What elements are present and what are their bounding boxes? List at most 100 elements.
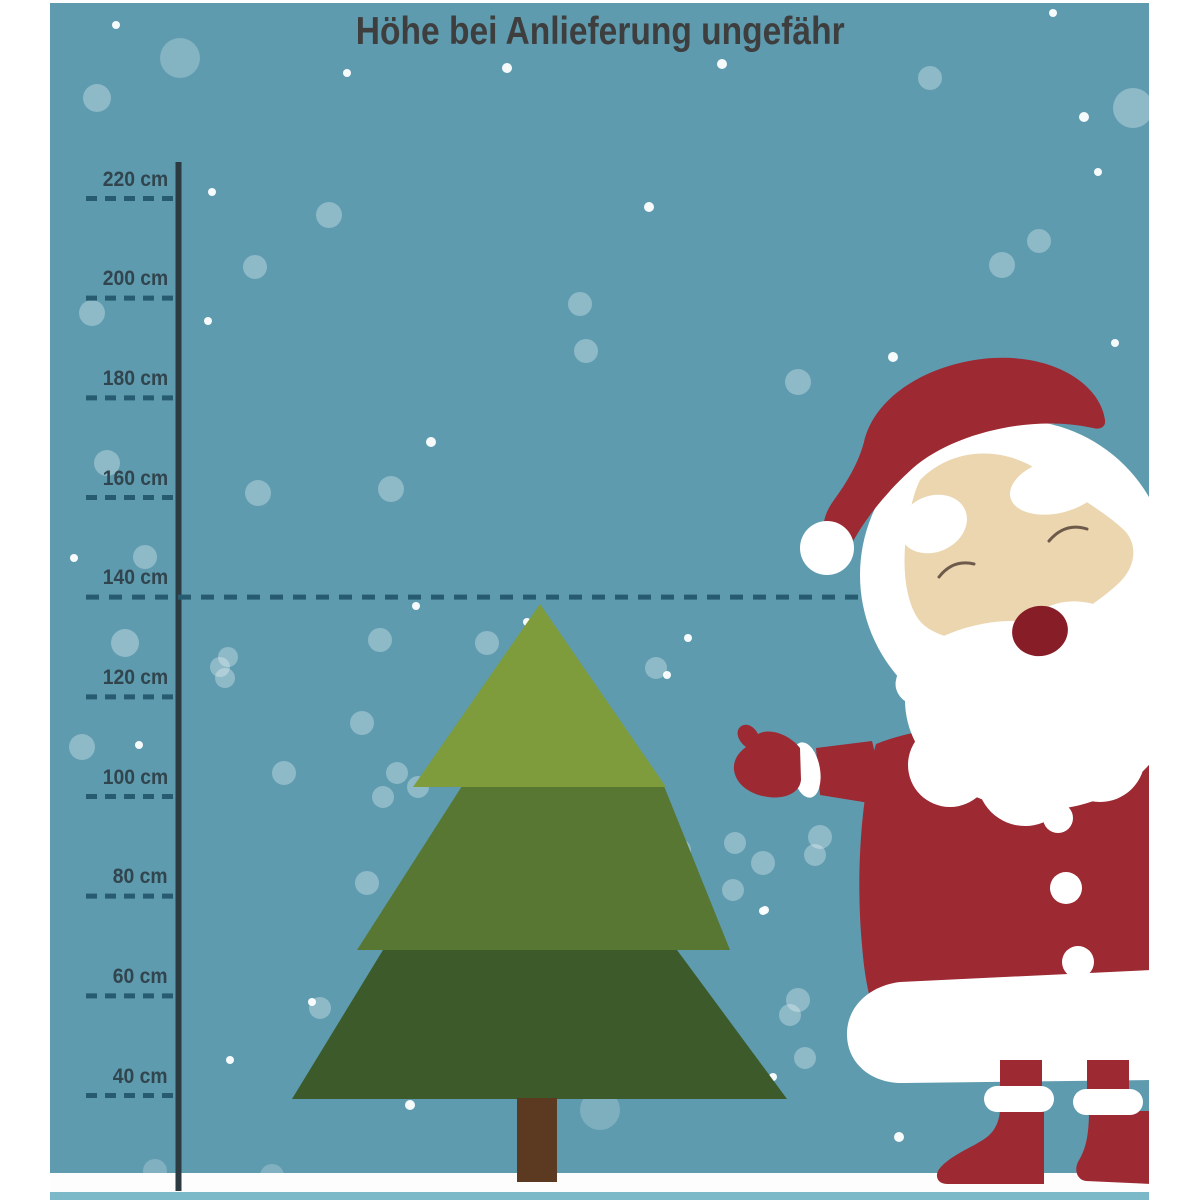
snowflake-dot xyxy=(204,317,212,325)
tree-trunk xyxy=(517,1098,557,1182)
ruler-tick-label: 160 cm xyxy=(102,466,168,490)
snowflake-dot xyxy=(94,450,120,476)
santa-boot-cuff xyxy=(1073,1089,1143,1115)
snowflake-dot xyxy=(386,762,408,784)
snowflake-dot xyxy=(1049,9,1057,17)
snowflake-dot xyxy=(918,66,942,90)
santa-closed-eye xyxy=(937,561,976,579)
snowflake-dot xyxy=(1113,88,1149,128)
santa-mouth xyxy=(1012,605,1068,657)
snowflake-dot xyxy=(717,59,727,69)
santa-mitten xyxy=(733,724,801,798)
snowflake-dot xyxy=(372,786,394,808)
santa-beard-wave xyxy=(908,723,992,807)
snowflake-dot xyxy=(245,480,271,506)
snowflake-dot xyxy=(568,292,592,316)
snowflake-dot xyxy=(272,761,296,785)
santa-button xyxy=(1062,946,1094,978)
santa-button xyxy=(1050,872,1082,904)
snowflake-dot xyxy=(1094,168,1102,176)
snowflake-dot xyxy=(1079,112,1089,122)
snowflake-dot xyxy=(405,1100,415,1110)
snowflake-dot xyxy=(989,252,1015,278)
snowflake-dot xyxy=(309,997,331,1019)
snowflake-dot xyxy=(412,602,420,610)
snowflake-dot xyxy=(722,879,744,901)
ruler-tick-label: 140 cm xyxy=(102,566,168,590)
ruler-tick-label: 80 cm xyxy=(113,865,168,889)
snowflake-dot xyxy=(218,647,238,667)
snowflake-dot xyxy=(580,1090,620,1130)
ruler-tick-label: 220 cm xyxy=(102,167,168,191)
height-ruler xyxy=(86,162,871,1191)
ruler-tick-label: 120 cm xyxy=(102,665,168,689)
snowflake-dot xyxy=(112,21,120,29)
snowflake-dot xyxy=(70,554,78,562)
snowflake-dot xyxy=(316,202,342,228)
snowflake-dot xyxy=(226,1056,234,1064)
santa-boot xyxy=(1076,1111,1149,1184)
ground-line xyxy=(50,1192,1149,1200)
santa-eyebrow xyxy=(1009,457,1105,515)
snowflake-dot xyxy=(79,300,105,326)
snowflake-dot xyxy=(888,352,898,362)
ruler-tick-label: 40 cm xyxy=(113,1064,168,1088)
santa-closed-eye xyxy=(1047,525,1089,543)
snowflake-dot xyxy=(808,825,832,849)
ruler-tick-label: 100 cm xyxy=(102,765,168,789)
snowflake-dot xyxy=(215,668,235,688)
snowflake-dot xyxy=(786,988,810,1012)
snowflake-dot xyxy=(644,202,654,212)
snowflake-dot xyxy=(785,369,811,395)
snowflake-dot xyxy=(645,657,667,679)
snowflake-dot xyxy=(69,734,95,760)
snowflake-dot xyxy=(426,437,436,447)
ruler-tick-label: 180 cm xyxy=(102,366,168,390)
snowflake-dot xyxy=(308,998,316,1006)
snowflake-dot xyxy=(724,832,746,854)
snowflake-dot xyxy=(751,851,775,875)
snowflake-dot xyxy=(208,188,216,196)
page-title: Höhe bei Anlieferung ungefähr xyxy=(355,10,845,53)
ruler-tick-label: 200 cm xyxy=(102,267,168,291)
snowflake-dot xyxy=(1027,229,1051,253)
snowflake-dot xyxy=(355,871,379,895)
ground-band xyxy=(50,1173,1149,1192)
snowflake-dot xyxy=(83,84,111,112)
snowflake-dot xyxy=(210,657,230,677)
snowflake-dot xyxy=(502,63,512,73)
santa-coat-hem xyxy=(846,970,1149,1084)
snowflake-dot xyxy=(143,1159,167,1183)
snowflake-dot xyxy=(260,1164,284,1188)
snowflake-dot xyxy=(378,476,404,502)
santa-hat xyxy=(823,357,1106,551)
snowflake-dot xyxy=(779,1004,801,1026)
tree-middle-layer xyxy=(357,786,730,950)
snowflake-dot xyxy=(111,629,139,657)
ruler-tick-label: 60 cm xyxy=(113,964,168,988)
snowflake-dot xyxy=(160,38,200,78)
snowflake-dot xyxy=(135,741,143,749)
snowflake-dot xyxy=(368,628,392,652)
snowflake-dot xyxy=(794,1047,816,1069)
snowflake-dot xyxy=(475,631,499,655)
snowflake-dot xyxy=(243,255,267,279)
santa-boot-cuff xyxy=(984,1086,1054,1112)
santa-beard-wave xyxy=(1055,712,1145,802)
tree-bottom-layer xyxy=(292,950,787,1099)
snowflake-dot xyxy=(759,907,767,915)
christmas-tree-icon xyxy=(292,604,787,1182)
santa-hat-pompom xyxy=(800,521,854,575)
tree-top-layer xyxy=(413,604,666,787)
snowflake-dot xyxy=(894,1132,904,1142)
ruler-tick-dashes xyxy=(86,196,871,1098)
snowflake-dot xyxy=(574,339,598,363)
santa-claus-icon xyxy=(733,357,1149,1184)
snowflake-dot xyxy=(804,844,826,866)
snowflake-dot xyxy=(684,634,692,642)
snowflake-dot xyxy=(1111,339,1119,347)
santa-beard-wave xyxy=(977,730,1073,826)
snowflake-dot xyxy=(350,711,374,735)
